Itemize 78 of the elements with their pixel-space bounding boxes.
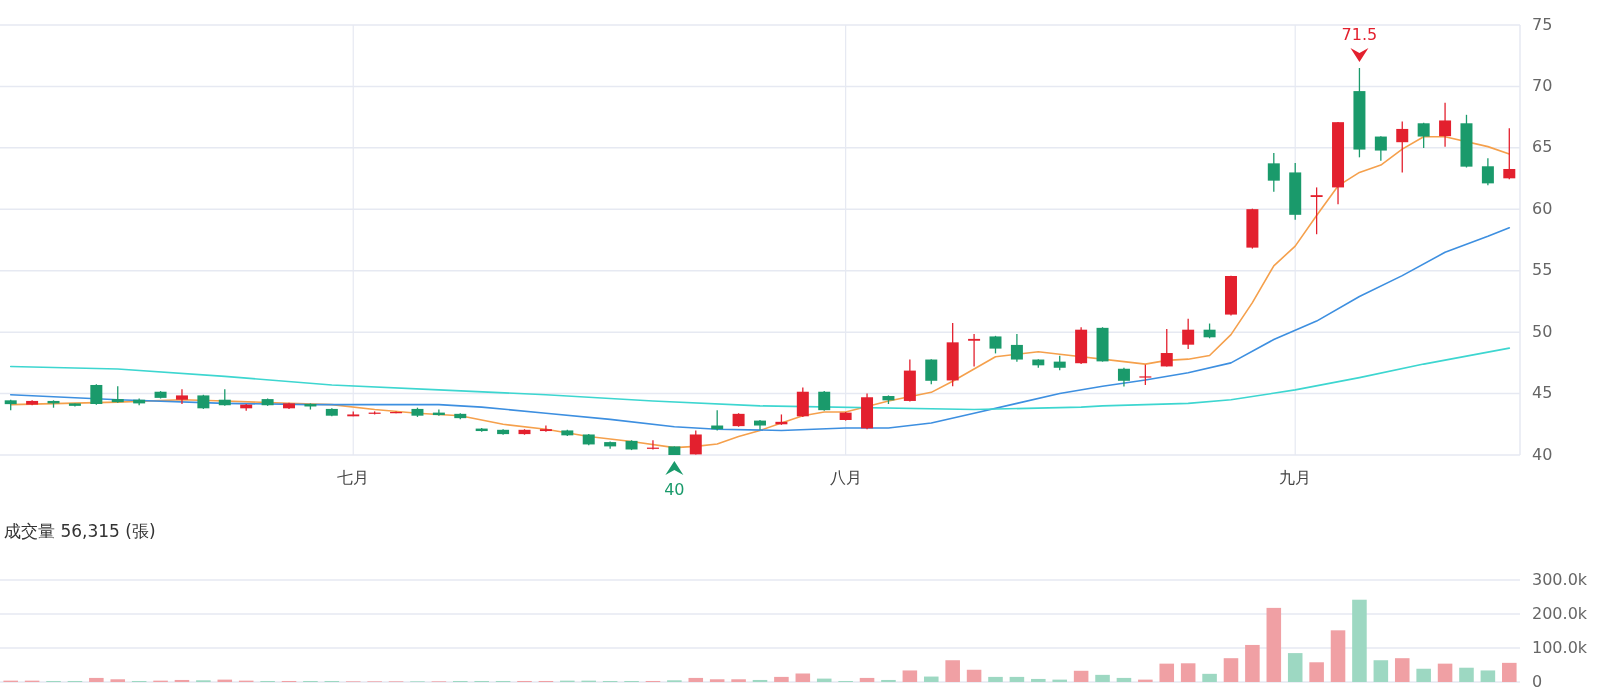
candlestick — [1117, 367, 1130, 388]
candlestick — [175, 388, 188, 405]
bar — [902, 670, 918, 682]
candlestick — [1374, 135, 1387, 162]
y-tick-label: 55 — [1532, 260, 1553, 280]
y-tick-label: 45 — [1532, 383, 1553, 403]
candlestick — [1139, 364, 1152, 386]
bar — [1223, 658, 1239, 682]
bar — [966, 669, 982, 682]
bar — [1416, 668, 1431, 682]
bar — [89, 677, 104, 682]
bar — [1287, 653, 1303, 682]
x-tick-label: 九月 — [1279, 468, 1312, 487]
candlestick — [968, 333, 981, 368]
bar — [795, 673, 811, 682]
candlestick — [818, 390, 831, 412]
bar — [774, 676, 789, 682]
bar — [881, 679, 896, 682]
y-tick-label: 40 — [1532, 444, 1553, 464]
bar — [1245, 644, 1260, 682]
bar — [923, 676, 939, 682]
bar — [988, 676, 1003, 682]
y-tick-label: 200.0k — [1532, 603, 1588, 623]
y-tick-label: 300.0k — [1532, 569, 1588, 589]
bar — [752, 679, 768, 682]
line-series — [9, 226, 1511, 432]
bar — [1116, 677, 1132, 682]
y-tick-label: 0 — [1532, 671, 1543, 691]
bar — [1330, 630, 1346, 682]
bar — [1180, 663, 1196, 682]
bar — [731, 679, 746, 682]
bar — [688, 677, 704, 682]
candlestick — [539, 424, 552, 433]
annotation: 71.5 — [1341, 25, 1378, 44]
candlestick — [90, 383, 103, 406]
bar — [859, 677, 875, 682]
x-tick-label: 七月 — [337, 468, 370, 487]
bar — [1437, 663, 1453, 682]
bar — [110, 679, 126, 682]
annotation: 40 — [664, 480, 685, 499]
bar — [1202, 673, 1217, 682]
bar — [1266, 607, 1282, 682]
y-tick-label: 50 — [1532, 321, 1553, 341]
chart-title: 成交量 56,315 (張) — [4, 521, 156, 541]
y-tick-label: 100.0k — [1532, 637, 1588, 657]
candlestick — [1439, 102, 1452, 148]
candlestick — [1310, 186, 1323, 235]
bar — [1459, 667, 1474, 682]
bar — [945, 660, 960, 682]
bar — [1031, 678, 1046, 682]
line-series — [9, 347, 1511, 411]
candlestick — [1417, 122, 1430, 149]
bar — [174, 679, 190, 682]
bar — [1394, 658, 1410, 682]
x-tick-label: 八月 — [829, 468, 862, 487]
candlestick — [1396, 120, 1409, 174]
candlestick — [925, 358, 938, 386]
bar — [1502, 662, 1517, 682]
candlestick — [1010, 333, 1023, 363]
candlestick — [1503, 127, 1516, 180]
bar — [1309, 662, 1324, 682]
bar — [709, 679, 725, 682]
bar — [1159, 663, 1175, 682]
y-tick-label: 75 — [1532, 14, 1553, 34]
bar — [1009, 676, 1025, 682]
bar — [1373, 660, 1389, 682]
bar — [816, 678, 832, 682]
y-tick-label: 65 — [1532, 137, 1553, 157]
candlestick — [1267, 152, 1280, 193]
y-tick-label: 70 — [1532, 75, 1553, 95]
candlestick — [1160, 328, 1173, 368]
bar — [1352, 599, 1367, 682]
bar — [1073, 670, 1089, 682]
y-tick-label: 60 — [1532, 198, 1553, 218]
bar — [1095, 674, 1110, 682]
candlestick — [1481, 157, 1494, 186]
candlestick — [1182, 318, 1195, 350]
bar — [1480, 670, 1496, 682]
